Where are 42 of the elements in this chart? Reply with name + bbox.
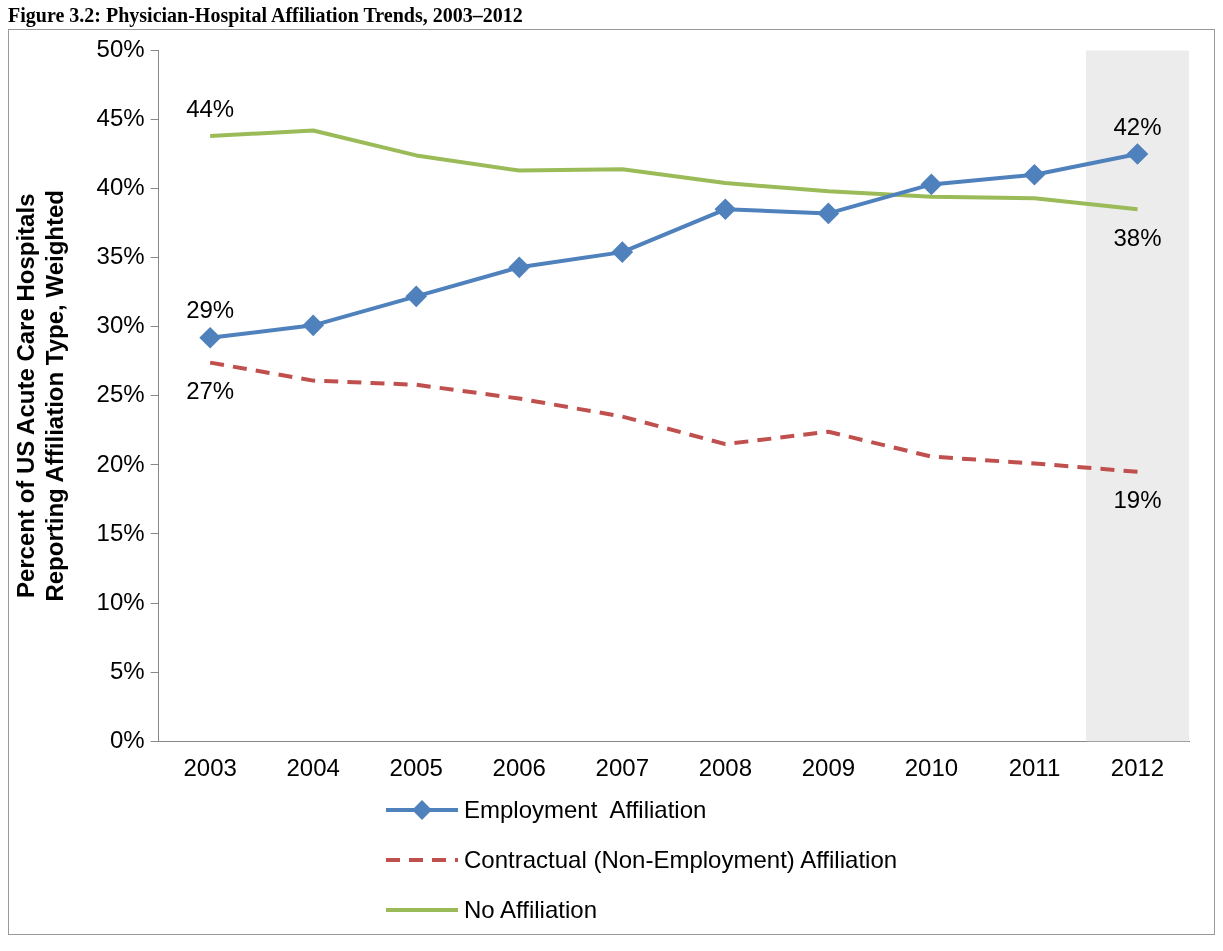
point — [200, 327, 221, 348]
point — [1024, 164, 1045, 185]
data-label: 29% — [186, 296, 235, 324]
data-label: 19% — [1113, 486, 1162, 514]
data-label: 27% — [186, 377, 235, 405]
y-tick-label: 40% — [96, 173, 145, 201]
x-tick-label: 2011 — [1008, 754, 1061, 782]
y-tick-label: 20% — [96, 449, 145, 477]
point — [509, 257, 530, 278]
data-label: 38% — [1113, 223, 1162, 251]
legend-label: Employment Affiliation — [464, 796, 707, 824]
data-label: 42% — [1113, 112, 1162, 140]
legend-label: Contractual (Non-Employment) Affiliation — [464, 846, 898, 874]
point — [303, 315, 324, 336]
y-tick-label: 35% — [96, 242, 145, 270]
x-tick-label: 2004 — [286, 754, 340, 782]
x-tick-label: 2006 — [492, 754, 546, 782]
point — [612, 242, 633, 263]
legend-label: No Affiliation — [464, 896, 597, 924]
y-tick-label: 30% — [96, 311, 145, 339]
point — [406, 286, 427, 307]
x-tick-label: 2007 — [595, 754, 649, 782]
x-tick-label: 2009 — [801, 754, 856, 782]
y-axis-title: Percent of US Acute Care Hospitals Reporting Affiliation Type, Weighted — [12, 190, 68, 602]
x-tick-label: 2008 — [698, 754, 753, 782]
y-tick-label: 50% — [96, 35, 145, 63]
y-tick-label: 45% — [96, 104, 145, 132]
y-tick-label: 5% — [109, 656, 145, 684]
point — [921, 174, 942, 195]
y-tick-label: 0% — [109, 725, 145, 753]
x-tick-label: 2005 — [389, 754, 443, 782]
y-tick-label: 25% — [96, 380, 145, 408]
x-tick-label: 2003 — [183, 754, 237, 782]
data-label: 44% — [186, 94, 235, 122]
x-tick-label: 2010 — [904, 754, 959, 782]
point — [818, 203, 839, 224]
y-tick-label: 10% — [96, 587, 145, 615]
point — [1127, 144, 1148, 165]
x-tick-label: 2012 — [1110, 754, 1165, 782]
chart-title: Figure 3.2: Physician-Hospital Affiliation Trends, 2003–2012 — [8, 4, 524, 27]
point — [715, 199, 736, 220]
y-tick-label: 15% — [96, 518, 145, 546]
